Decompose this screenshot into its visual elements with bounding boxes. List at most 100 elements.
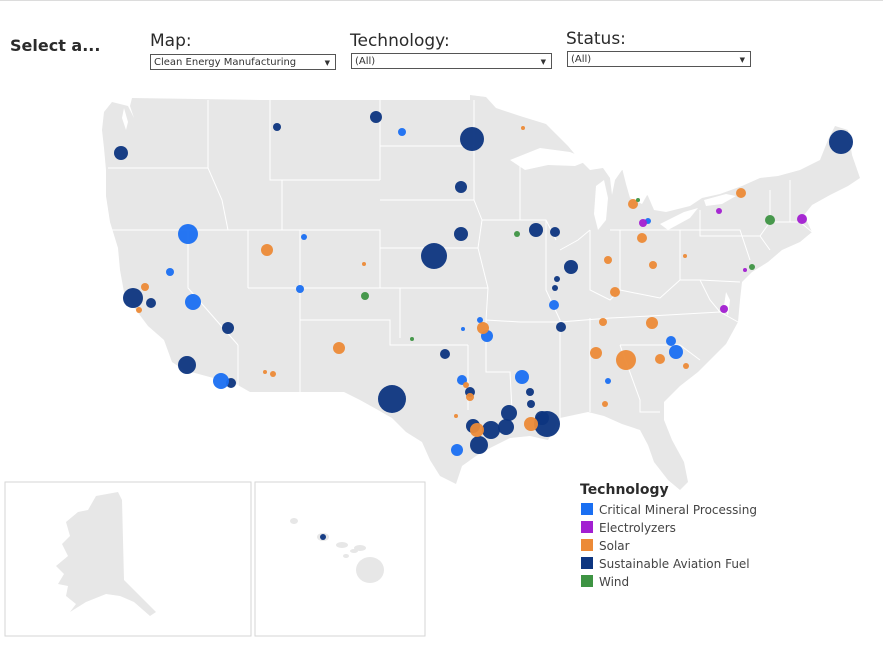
marker-saf <box>320 534 326 540</box>
marker-saf <box>550 227 560 237</box>
lake-superior <box>510 148 590 170</box>
alaska-inset <box>4 481 252 637</box>
marker-electrolyzer <box>716 208 722 214</box>
technology-filter-title: Technology: <box>350 31 450 51</box>
marker-saf <box>554 276 560 282</box>
marker-saf <box>114 146 128 160</box>
marker-solar <box>466 393 474 401</box>
marker-solar <box>263 370 267 374</box>
marker-solar <box>521 126 525 130</box>
marker-solar <box>602 401 608 407</box>
chevron-down-icon: ▼ <box>324 59 330 67</box>
marker-saf <box>460 127 484 151</box>
marker-saf <box>535 411 549 425</box>
marker-wind <box>361 292 369 300</box>
status-dropdown-value: (All) <box>571 54 592 65</box>
marker-saf <box>146 298 156 308</box>
marker-cmp <box>296 285 304 293</box>
marker-solar <box>333 342 345 354</box>
map-dropdown[interactable]: Clean Energy Manufacturing ▼ <box>150 54 336 70</box>
legend-item-wind[interactable]: Wind <box>581 575 629 591</box>
legend-swatch <box>581 503 593 515</box>
marker-saf <box>421 243 447 269</box>
facility-markers <box>114 111 853 540</box>
chesapeake <box>724 292 730 316</box>
marker-electrolyzer <box>639 219 647 227</box>
marker-solar <box>470 423 484 437</box>
marker-saf <box>470 436 488 454</box>
marker-solar <box>599 318 607 326</box>
marker-solar <box>590 347 602 359</box>
legend-swatch <box>581 557 593 569</box>
lake-erie <box>660 208 698 230</box>
marker-saf <box>526 388 534 396</box>
puget-sound <box>122 108 128 130</box>
marker-wind <box>410 337 414 341</box>
marker-solar <box>261 244 273 256</box>
marker-cmp <box>301 234 307 240</box>
select-a-label: Select a... <box>10 36 101 55</box>
status-filter-title: Status: <box>566 29 626 49</box>
marker-saf <box>273 123 281 131</box>
legend-item-solar[interactable]: Solar <box>581 539 630 555</box>
marker-solar <box>454 414 458 418</box>
marker-saf <box>370 111 382 123</box>
marker-cmp <box>166 268 174 276</box>
marker-cmp <box>669 345 683 359</box>
marker-cmp <box>178 224 198 244</box>
marker-solar <box>683 254 687 258</box>
marker-solar <box>604 256 612 264</box>
marker-cmp <box>451 444 463 456</box>
marker-cmp <box>605 378 611 384</box>
marker-solar <box>683 363 689 369</box>
marker-solar <box>362 262 366 266</box>
marker-electrolyzer <box>743 268 747 272</box>
marker-solar <box>136 307 142 313</box>
marker-saf <box>829 130 853 154</box>
legend-item-electrolyzers[interactable]: Electrolyzers <box>581 521 676 537</box>
marker-saf <box>552 285 558 291</box>
us-land <box>102 95 860 490</box>
marker-saf <box>482 421 500 439</box>
marker-cmp <box>666 336 676 346</box>
marker-saf <box>564 260 578 274</box>
marker-solar <box>270 371 276 377</box>
state-borders <box>108 100 813 418</box>
map-dropdown-value: Clean Energy Manufacturing <box>154 57 297 68</box>
marker-saf <box>501 405 517 421</box>
legend-item-saf[interactable]: Sustainable Aviation Fuel <box>581 557 750 573</box>
marker-saf <box>529 223 543 237</box>
hawaii-inset <box>254 481 426 637</box>
marker-cmp <box>398 128 406 136</box>
legend-item-critical-mineral[interactable]: Critical Mineral Processing <box>581 503 757 519</box>
lake-ontario <box>704 194 736 206</box>
marker-wind <box>636 198 640 202</box>
marker-saf <box>222 322 234 334</box>
marker-solar <box>616 350 636 370</box>
marker-saf <box>378 385 406 413</box>
top-divider <box>0 0 883 1</box>
marker-saf <box>455 181 467 193</box>
marker-cmp <box>515 370 529 384</box>
map-filter-title: Map: <box>150 31 192 51</box>
marker-wind <box>514 231 520 237</box>
technology-dropdown[interactable]: (All) ▼ <box>351 53 552 69</box>
chevron-down-icon: ▼ <box>739 56 745 64</box>
chevron-down-icon: ▼ <box>540 58 546 66</box>
legend-swatch <box>581 575 593 587</box>
marker-solar <box>736 188 746 198</box>
status-dropdown[interactable]: (All) ▼ <box>567 51 751 67</box>
marker-solar <box>649 261 657 269</box>
legend-title: Technology <box>580 482 669 498</box>
marker-solar <box>655 354 665 364</box>
lake-michigan <box>594 180 608 230</box>
marker-cmp <box>477 317 483 323</box>
marker-saf <box>123 288 143 308</box>
alaska-land <box>56 492 156 616</box>
marker-cmp <box>549 300 559 310</box>
marker-cmp <box>213 373 229 389</box>
marker-solar <box>477 322 489 334</box>
marker-wind <box>749 264 755 270</box>
technology-dropdown-value: (All) <box>355 56 376 67</box>
